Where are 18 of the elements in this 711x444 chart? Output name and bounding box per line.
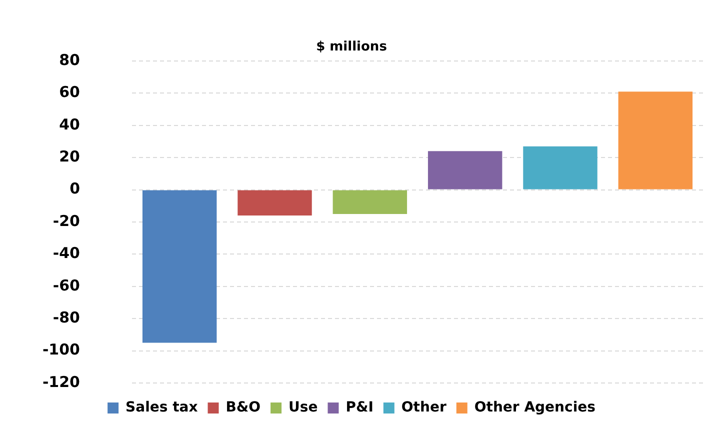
y-tick-label: 80: [59, 50, 80, 69]
legend-label: Other: [401, 400, 446, 416]
legend-label: Use: [288, 400, 318, 416]
y-tick-label: 60: [59, 83, 80, 102]
y-tick-label: -80: [52, 308, 80, 326]
y-tick-label: -120: [42, 372, 80, 391]
y-tick-label: -100: [42, 340, 80, 359]
y-tick-label: 0: [70, 180, 80, 198]
legend-label: P&I: [346, 400, 374, 416]
y-tick-label: -20: [52, 212, 80, 230]
y-tick-label: -40: [52, 244, 80, 262]
legend-label: B&O: [226, 400, 261, 416]
y-tick-label: 40: [59, 115, 80, 134]
chart-title: $ millions: [316, 40, 388, 55]
y-tick-label: -60: [52, 276, 80, 294]
legend-label: Other Agencies: [474, 400, 596, 416]
y-tick-label: 20: [59, 147, 80, 166]
legend-label: Sales tax: [126, 400, 198, 416]
